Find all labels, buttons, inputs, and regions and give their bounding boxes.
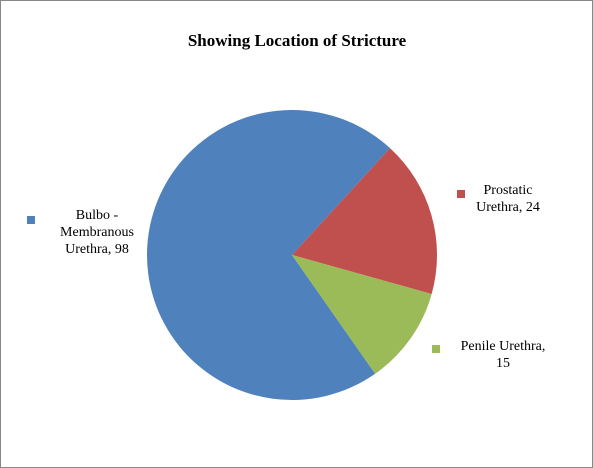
category-label: Prostatic Urethra: [476, 183, 533, 215]
legend-swatch: [432, 345, 440, 353]
value-label: 24: [519, 200, 540, 215]
category-label: Bulbo - Membranous Urethra: [60, 208, 134, 257]
data-label: Penile Urethra15: [453, 338, 553, 372]
pie-slice: [292, 148, 437, 294]
chart-title: Showing Location of Stricture: [188, 31, 407, 50]
pie-slice: [292, 255, 432, 374]
category-label: Penile Urethra: [460, 339, 542, 354]
data-label: Prostatic Urethra24: [463, 182, 553, 216]
pie-slice: [146, 109, 390, 401]
value-label: 98: [108, 242, 129, 257]
legend-swatch: [457, 190, 465, 198]
legend-swatch: [27, 216, 35, 224]
data-label: Bulbo - Membranous Urethra98: [49, 207, 145, 258]
